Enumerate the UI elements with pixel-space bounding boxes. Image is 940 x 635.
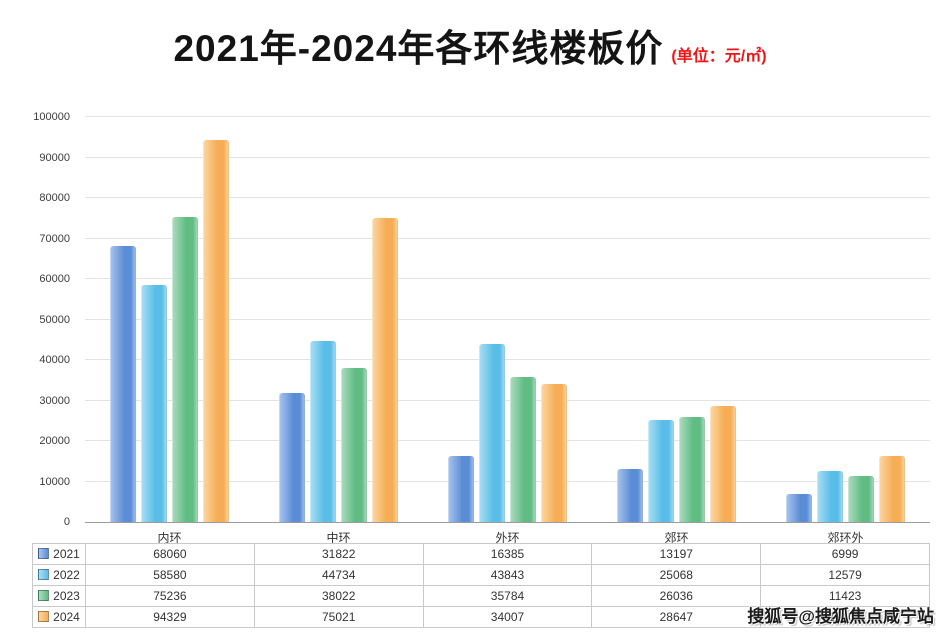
bar-2023-中环: [341, 368, 367, 522]
unit-subtitle: (单位：元/㎡): [671, 48, 767, 65]
y-tick-label: 40000: [39, 354, 70, 366]
legend-swatch-icon: [38, 611, 50, 622]
gridline: [85, 237, 930, 239]
bar-2022-内环: [141, 284, 167, 522]
data-table: 2021 68060 31822 16385 13197 6999 2022 58580 447…: [32, 543, 930, 628]
gridline: [85, 156, 930, 158]
bar-2024-郊环外: [879, 455, 905, 522]
bar-2021-郊环外: [786, 493, 812, 522]
bar-groups: [85, 117, 930, 522]
value-cell-2022-郊环外: 12579: [760, 564, 930, 586]
y-tick-label: 100000: [33, 111, 70, 123]
gridline: [85, 399, 930, 401]
value-cell-2021-郊环: 13197: [591, 543, 762, 565]
bar-group-中环: [254, 117, 423, 522]
value-cell-2023-郊环: 26036: [591, 585, 762, 607]
y-tick-label: 50000: [39, 313, 70, 326]
value-cell-2024-中环: 75021: [253, 606, 424, 628]
bar-2022-郊环外: [817, 471, 843, 522]
bar-2022-中环: [310, 340, 336, 522]
gridline: [85, 197, 930, 198]
value-cell-2022-中环: 44734: [253, 564, 424, 586]
y-tick-label: 10000: [39, 475, 70, 488]
value-cell-2021-内环: 68060: [85, 543, 255, 565]
watermark: 搜狐号@搜狐焦点咸宁站: [747, 607, 934, 626]
bar-chart: 0 10000 20000 30000 40000 50000 60000 70000 8000…: [0, 105, 940, 545]
bar-group-内环: [85, 117, 254, 522]
value-cell-2022-外环: 43843: [422, 564, 593, 586]
bar-group-郊环: [592, 117, 761, 522]
legend-label: 2021: [53, 547, 80, 561]
legend-label: 2022: [53, 568, 80, 582]
value-cell-2023-中环: 38022: [253, 585, 424, 607]
value-cell-2021-外环: 16385: [422, 543, 593, 565]
y-tick-label: 90000: [39, 151, 70, 164]
data-table-body: 2021 68060 31822 16385 13197 6999 2022 58580 447…: [32, 543, 930, 628]
bar-2021-郊环: [617, 468, 643, 522]
y-tick-label: 30000: [39, 394, 70, 407]
bar-2024-外环: [541, 384, 567, 522]
x-axis-label-郊环: 郊环: [664, 531, 689, 545]
gridline: [85, 116, 930, 117]
value-cell-2024-郊环外: 16400: [760, 606, 930, 628]
bar-2024-内环: [203, 139, 229, 522]
legend-cell-2021: 2021: [32, 543, 86, 565]
y-axis-labels: 0 10000 20000 30000 40000 50000 60000 70000 8000…: [0, 111, 78, 528]
value-cell-2021-郊环外: 6999: [760, 543, 930, 565]
x-axis-label-中环: 中环: [326, 531, 351, 545]
legend-cell-2024: 2024: [32, 606, 86, 628]
bar-2024-郊环: [710, 405, 736, 522]
bar-group-郊环外: [761, 117, 930, 522]
value-cell-2023-内环: 75236: [85, 585, 255, 607]
bar-2021-外环: [448, 455, 474, 522]
y-tick-label: 80000: [39, 192, 70, 204]
gridline: [85, 318, 930, 320]
value-cell-2022-郊环: 25068: [591, 564, 762, 586]
value-cell-2023-外环: 35784: [422, 585, 593, 607]
plot-area: [85, 116, 930, 523]
bar-2022-外环: [479, 344, 505, 522]
y-tick-label: 60000: [39, 273, 70, 285]
gridline: [85, 480, 930, 482]
table-row-2022: 2022 58580 44734 43843 25068 12579: [32, 564, 930, 586]
bar-2024-中环: [372, 218, 398, 522]
legend-swatch-icon: [38, 548, 50, 559]
value-cell-2024-内环: 94329: [85, 606, 255, 628]
value-cell-2023-郊环外: 11423: [760, 585, 930, 607]
bar-2021-内环: [110, 246, 136, 522]
x-axis-labels: 内环 中环 外环 郊环 郊环外: [85, 526, 930, 546]
legend-swatch-icon: [38, 569, 50, 580]
legend-label: 2024: [53, 610, 80, 624]
bar-2022-郊环: [648, 420, 674, 522]
legend-cell-2022: 2022: [32, 564, 86, 586]
gridline: [85, 359, 930, 360]
value-cell-2024-外环: 34007: [422, 606, 593, 628]
value-cell-2022-内环: 58580: [85, 564, 255, 586]
x-axis-label-外环: 外环: [495, 531, 520, 545]
y-tick-label: 20000: [39, 435, 70, 447]
bar-2021-中环: [279, 393, 305, 522]
gridline: [85, 278, 930, 279]
table-row-2021: 2021 68060 31822 16385 13197 6999: [32, 543, 930, 565]
y-tick-label: 0: [63, 516, 70, 528]
legend-cell-2023: 2023: [32, 585, 86, 607]
page-title: 2021年-2024年各环线楼板价: [173, 28, 664, 69]
bar-group-外环: [423, 117, 592, 522]
bar-2023-郊环: [679, 416, 705, 522]
table-row-2024: 2024 94329 75021 34007 28647 16400: [32, 606, 930, 628]
data-table-wrap: 2021 68060 31822 16385 13197 6999 2022 58580 447…: [32, 543, 930, 628]
bar-2023-内环: [172, 217, 198, 522]
legend-label: 2023: [53, 589, 80, 603]
value-cell-2021-中环: 31822: [253, 543, 424, 565]
y-tick-label: 70000: [39, 232, 70, 245]
bar-2023-外环: [510, 377, 536, 522]
x-axis-label-内环: 内环: [157, 531, 182, 545]
bar-2023-郊环外: [848, 475, 874, 522]
x-axis-label-郊环外: 郊环外: [827, 531, 864, 545]
chart-header: 2021年-2024年各环线楼板价 (单位：元/㎡): [0, 18, 940, 72]
value-cell-2024-郊环: 28647: [591, 606, 762, 628]
gridline: [85, 440, 930, 441]
legend-swatch-icon: [38, 590, 50, 601]
